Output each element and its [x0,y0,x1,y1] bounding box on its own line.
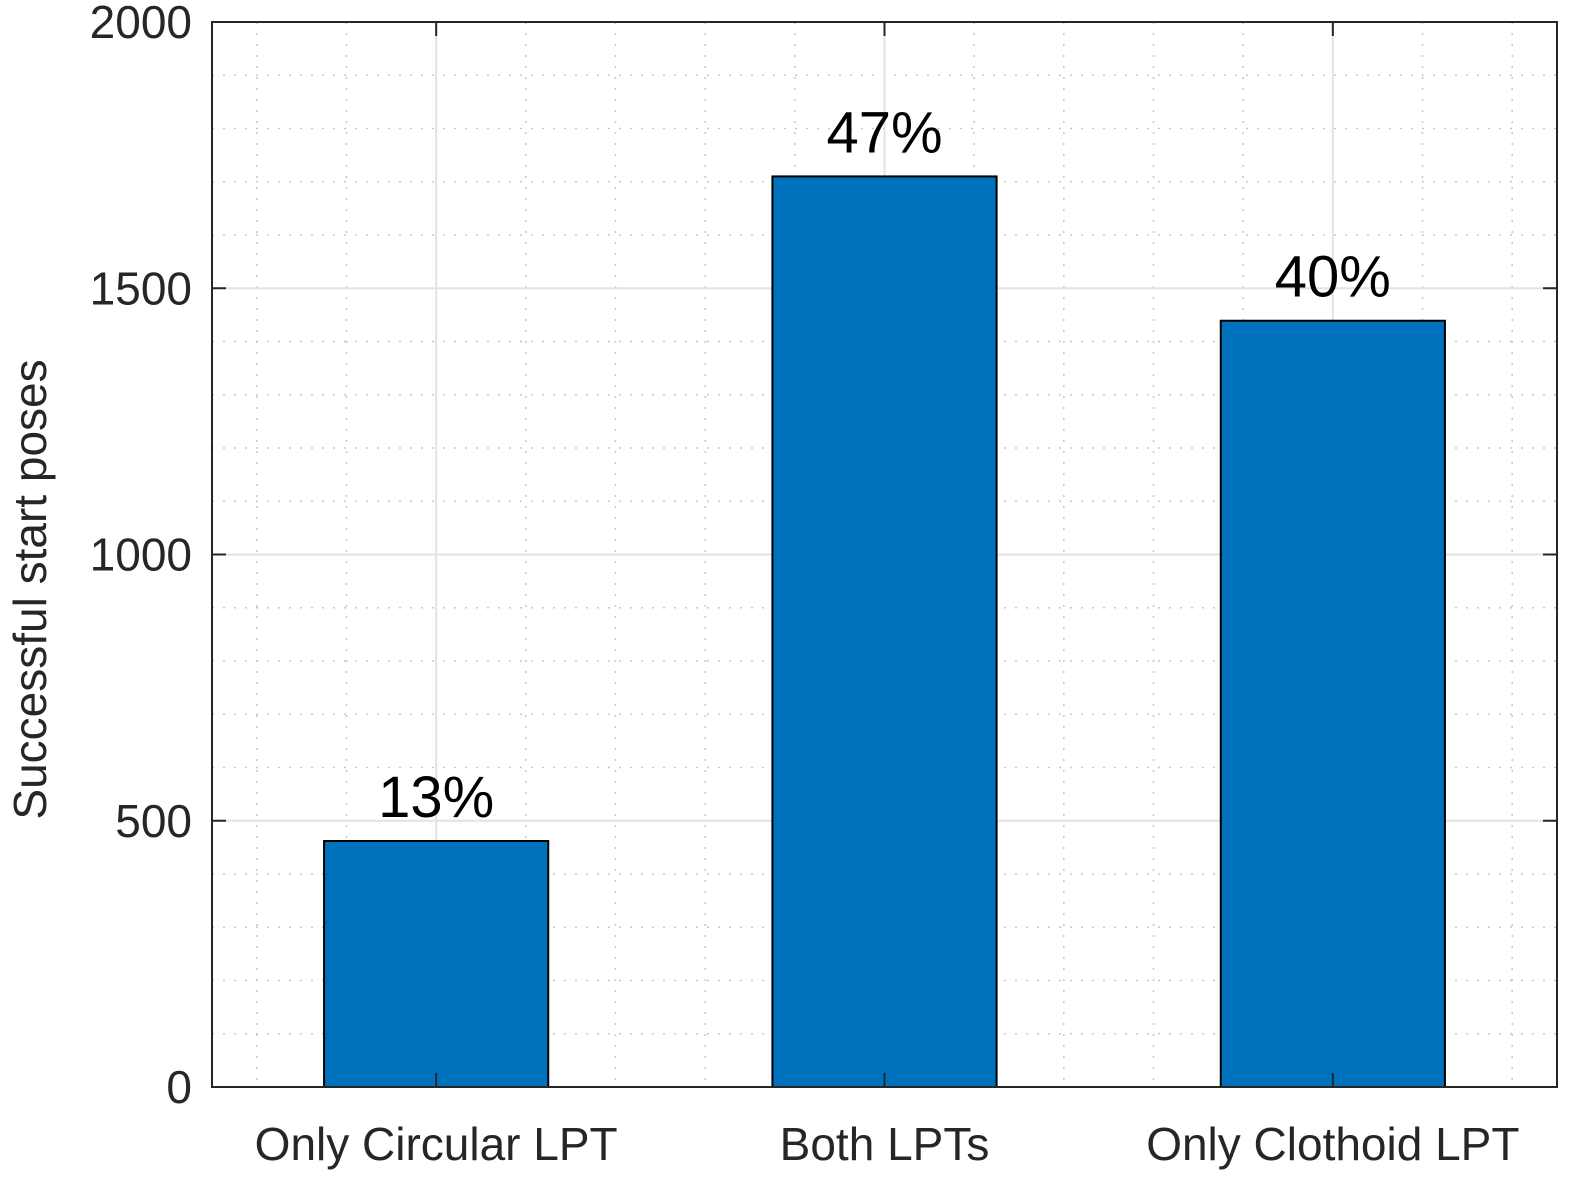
bar-1 [323,839,550,1088]
bar-data-label: 47% [826,100,942,165]
x-tick-labels: Only Circular LPT Both LPTs Only Clothoid … [255,1118,1520,1170]
y-tick-labels: 0 500 1000 1500 2000 [90,0,192,1113]
bar-3 [1219,319,1446,1089]
x-tick-label: Only Clothoid LPT [1146,1118,1519,1170]
y-tick-label: 2000 [90,0,192,48]
x-tick-label: Only Circular LPT [255,1118,618,1170]
bar-data-label: 13% [378,765,494,830]
bars-group [323,175,1446,1089]
y-tick-label: 500 [115,795,192,847]
data-labels: 13% 47% 40% [378,100,1391,830]
y-axis-label: Successful start poses [4,359,56,819]
x-tick-label: Both LPTs [780,1118,990,1170]
y-tick-label: 1500 [90,262,192,314]
axis-ticks [212,21,1557,1088]
y-tick-label: 0 [166,1061,192,1113]
bar-2 [771,175,998,1089]
y-tick-label: 1000 [90,529,192,581]
bar-data-label: 40% [1275,245,1391,310]
